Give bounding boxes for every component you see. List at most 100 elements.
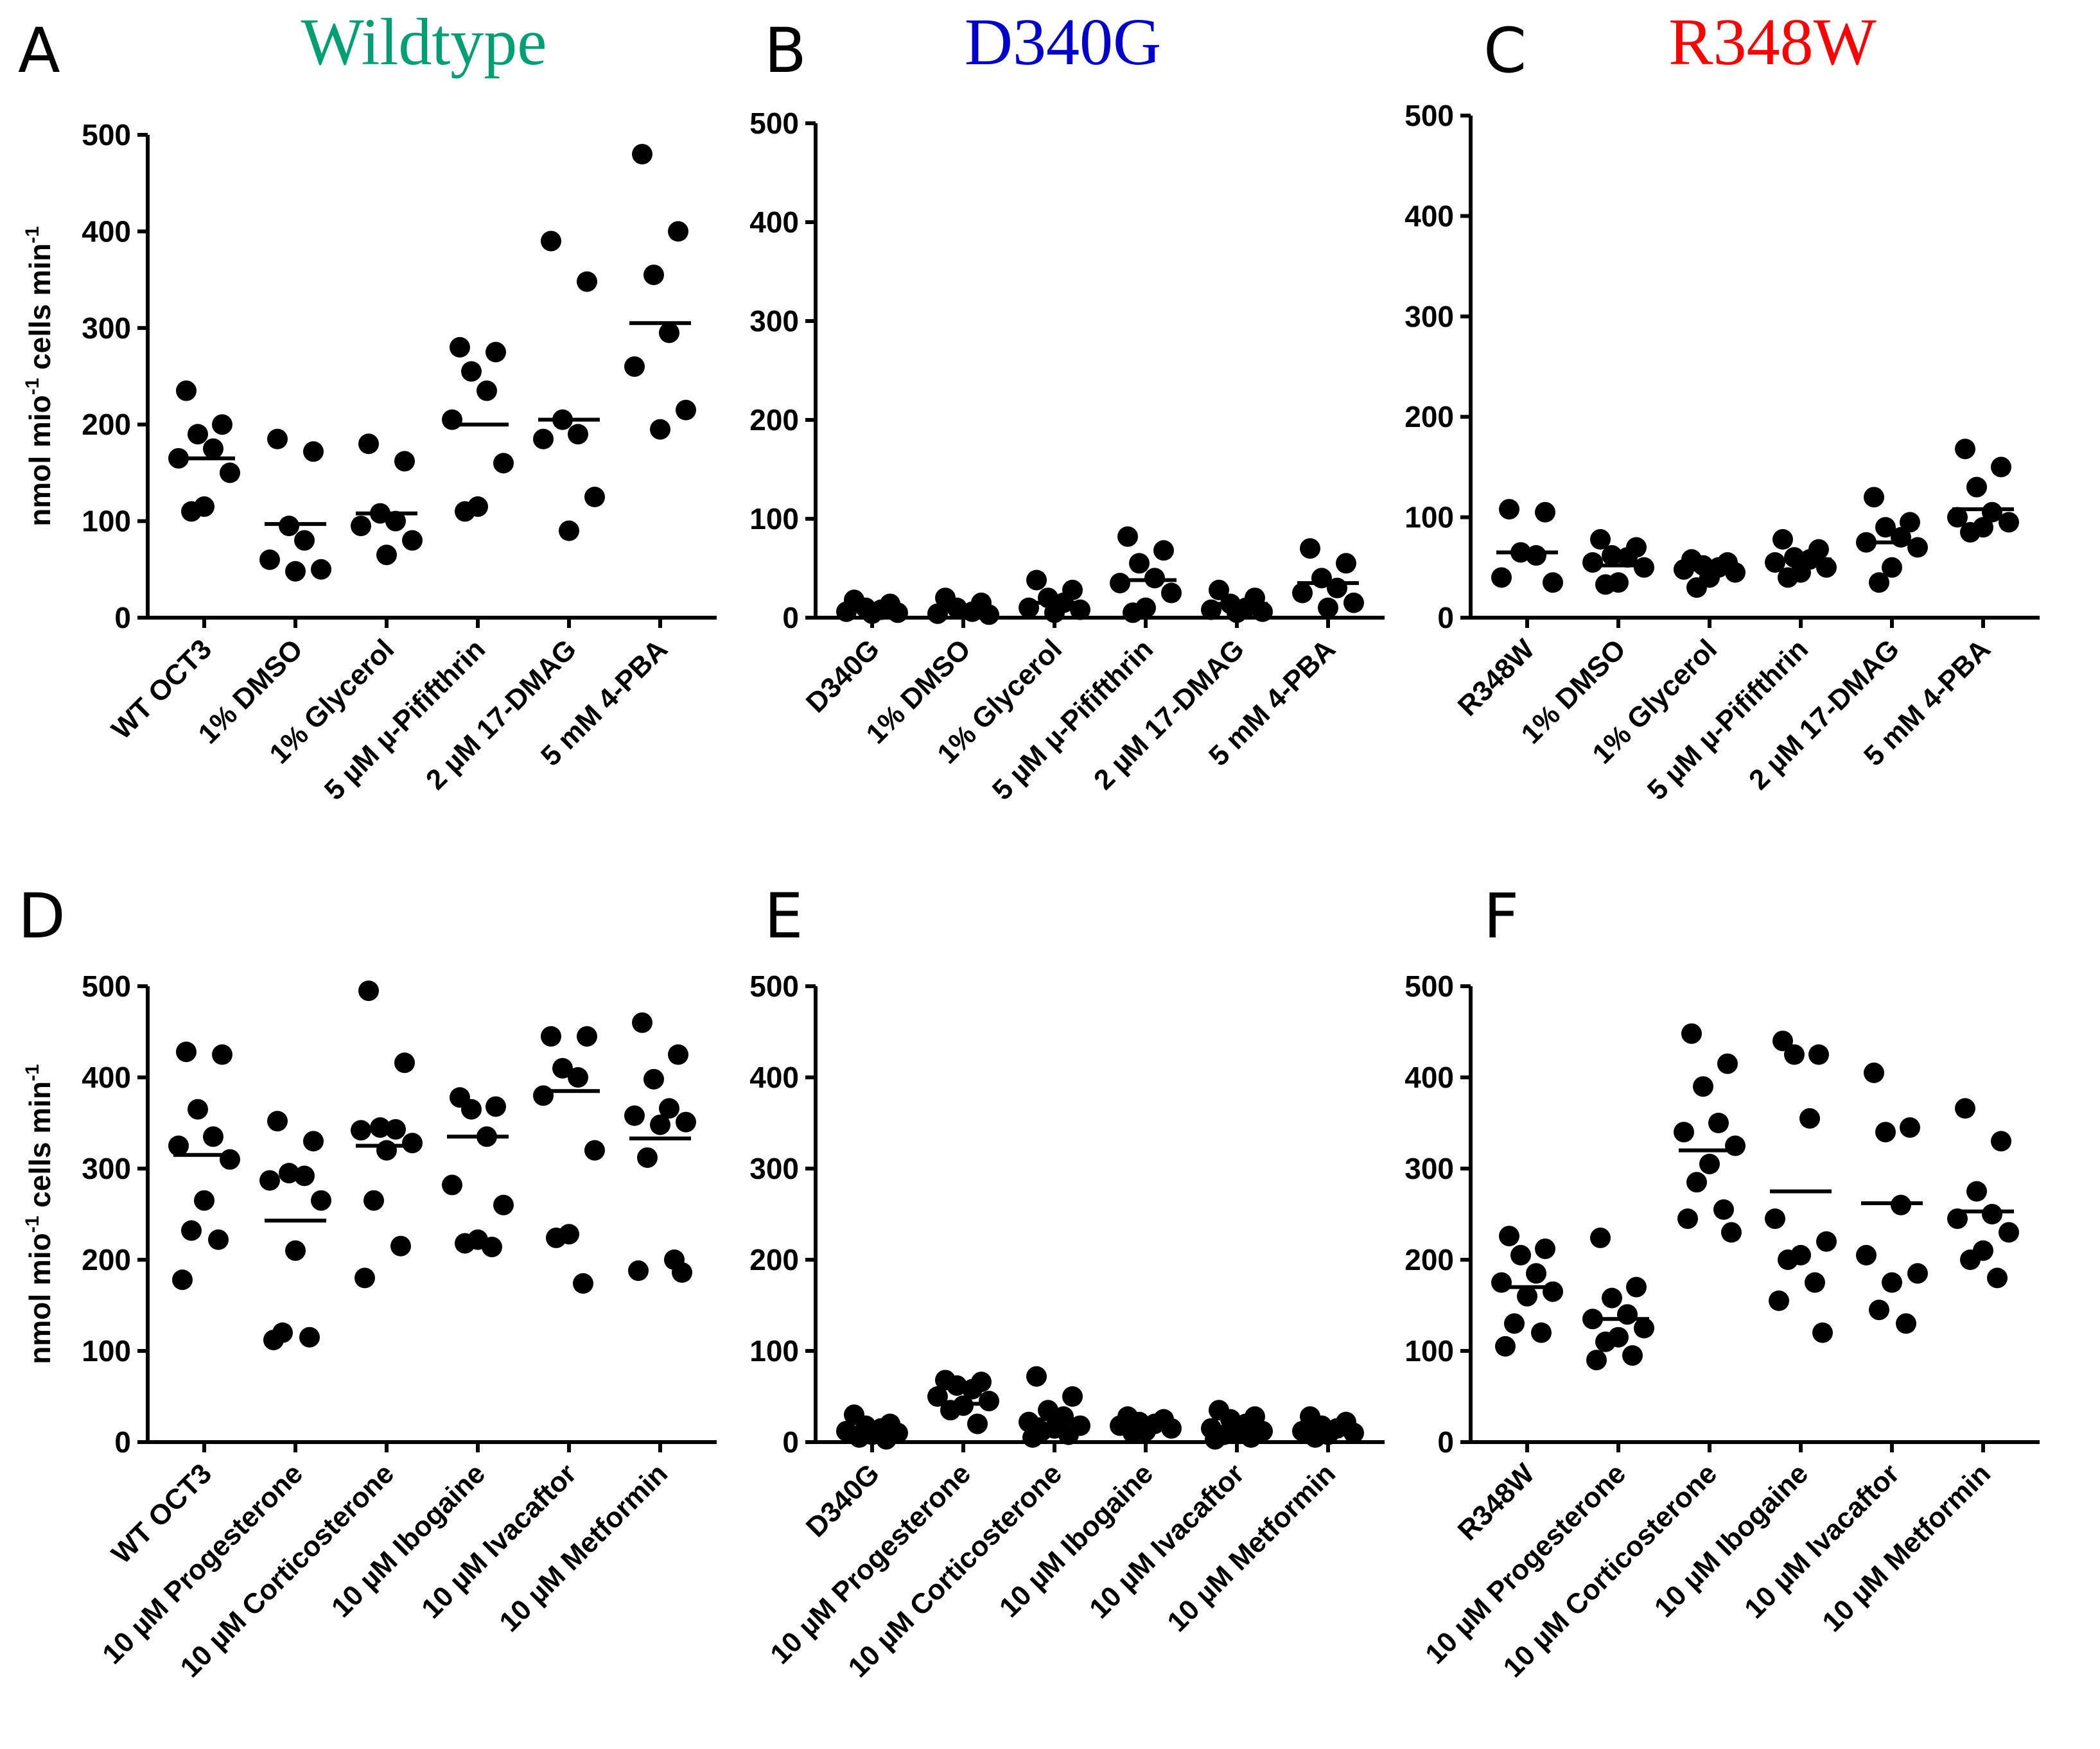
data-point (876, 1429, 897, 1450)
data-point (1491, 1272, 1512, 1293)
data-point (559, 520, 579, 541)
data-point (1617, 547, 1638, 568)
y-tick-label: 200 (82, 408, 131, 441)
data-point (1305, 1427, 1326, 1448)
data-point (1991, 457, 2011, 478)
data-point (1504, 1313, 1525, 1334)
data-point (354, 1267, 375, 1289)
data-point (1955, 439, 1975, 460)
data-point (1805, 1272, 1825, 1293)
data-point (482, 1237, 502, 1258)
data-point (442, 1174, 462, 1196)
data-point (1896, 1313, 1916, 1334)
y-tick-label: 200 (1404, 1243, 1454, 1276)
data-point (1699, 1153, 1720, 1174)
data-point (1772, 1031, 1793, 1052)
data-point (1634, 557, 1654, 578)
data-point (1875, 1122, 1896, 1143)
data-point (1907, 1263, 1928, 1284)
data-point (1227, 602, 1247, 623)
data-point (1947, 1208, 1968, 1230)
panel-letter: E (764, 880, 803, 952)
data-point (1252, 601, 1273, 622)
y-tick-label: 200 (82, 1243, 131, 1276)
data-point (194, 1190, 214, 1211)
data-point (1300, 538, 1320, 559)
data-point (299, 1327, 320, 1348)
data-point (1717, 1053, 1738, 1074)
data-point (1812, 1322, 1833, 1343)
data-point (1318, 597, 1338, 618)
data-point (181, 501, 202, 522)
data-point (668, 221, 688, 242)
data-point (628, 1260, 649, 1282)
data-point (947, 1375, 967, 1396)
data-point (188, 424, 208, 445)
data-point (1808, 1044, 1829, 1065)
data-point (1681, 1023, 1702, 1044)
panel-letter: B (764, 15, 807, 87)
data-point (584, 487, 605, 507)
data-point (486, 1096, 506, 1117)
data-point (552, 1057, 573, 1079)
data-point (643, 265, 664, 286)
y-tick-label: 500 (749, 970, 799, 1003)
y-axis-label: nmol mio-1 cells min-1 (22, 1064, 57, 1364)
data-point (176, 380, 197, 401)
data-point (493, 453, 514, 474)
data-point (1586, 1350, 1607, 1371)
data-point (1991, 1131, 2011, 1152)
data-point (1161, 582, 1182, 604)
category-label: 10 µM Ibogaine (1649, 1458, 1814, 1623)
y-tick-label: 300 (1404, 1152, 1454, 1185)
data-point (1960, 522, 1981, 543)
y-tick-label: 300 (82, 1152, 131, 1185)
data-point (1209, 579, 1229, 600)
panel-title: D340G (965, 5, 1161, 79)
data-point (1772, 529, 1793, 550)
data-point (1966, 1181, 1987, 1202)
data-point (1869, 1300, 1889, 1321)
data-point (1617, 1304, 1638, 1325)
y-tick-label: 100 (749, 502, 799, 535)
data-point (533, 428, 554, 449)
data-point (1510, 1244, 1531, 1266)
data-point (1875, 517, 1896, 538)
data-point (1713, 1199, 1734, 1220)
category-label: 10 µM Ivacaftor (1083, 1458, 1250, 1624)
data-point (1960, 1249, 1981, 1270)
data-point (351, 516, 371, 537)
data-point (676, 399, 696, 421)
data-point (1816, 557, 1837, 578)
y-tick-label: 400 (1404, 1061, 1454, 1094)
data-point (493, 1194, 514, 1215)
category-label: 10 µM Metformin (493, 1458, 674, 1638)
y-tick-label: 200 (749, 1243, 799, 1276)
data-point (1582, 552, 1603, 573)
data-point (1769, 1290, 1789, 1311)
data-point (888, 602, 908, 623)
data-point (1721, 1222, 1742, 1243)
data-point (568, 424, 588, 445)
category-label: 10 µM Metformin (1161, 1458, 1342, 1638)
data-point (1856, 1244, 1877, 1266)
data-point (1595, 574, 1616, 595)
data-point (584, 1140, 605, 1161)
data-point (1543, 1281, 1563, 1302)
data-point (1590, 1227, 1611, 1248)
data-point (279, 516, 299, 537)
y-tick-label: 400 (82, 1061, 131, 1094)
data-point (668, 1044, 688, 1065)
y-tick-label: 500 (1404, 99, 1454, 132)
data-point (1123, 1422, 1143, 1443)
data-point (947, 597, 967, 618)
data-point (1336, 553, 1356, 574)
data-point (188, 1099, 208, 1120)
data-point (203, 438, 223, 459)
data-point (1947, 507, 1968, 528)
y-tick-label: 0 (1437, 1425, 1454, 1459)
data-point (176, 1041, 197, 1063)
data-point (1343, 1422, 1364, 1443)
